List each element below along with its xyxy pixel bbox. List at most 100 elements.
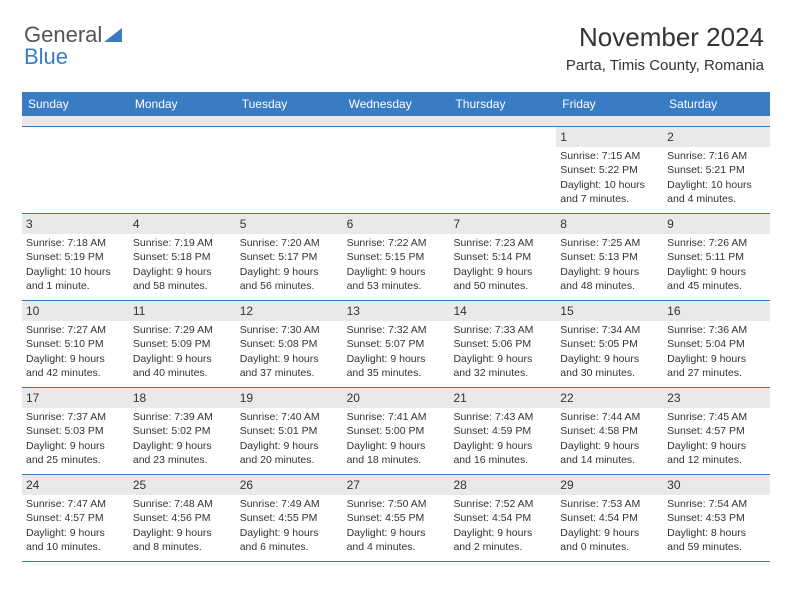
sunrise-line: Sunrise: 7:41 AM bbox=[347, 410, 446, 424]
day-body: Sunrise: 7:36 AMSunset: 5:04 PMDaylight:… bbox=[663, 321, 770, 384]
day-number: 3 bbox=[22, 214, 129, 234]
day-body: Sunrise: 7:45 AMSunset: 4:57 PMDaylight:… bbox=[663, 408, 770, 471]
day-number: 6 bbox=[343, 214, 450, 234]
sunrise-line: Sunrise: 7:25 AM bbox=[560, 236, 659, 250]
day-cell: 21Sunrise: 7:43 AMSunset: 4:59 PMDayligh… bbox=[449, 388, 556, 474]
day-number: 25 bbox=[129, 475, 236, 495]
daylight-line: Daylight: 9 hours and 12 minutes. bbox=[667, 439, 766, 467]
sunset-line: Sunset: 5:04 PM bbox=[667, 337, 766, 351]
daylight-line: Daylight: 9 hours and 10 minutes. bbox=[26, 526, 125, 554]
day-body: Sunrise: 7:43 AMSunset: 4:59 PMDaylight:… bbox=[449, 408, 556, 471]
day-number: 14 bbox=[449, 301, 556, 321]
day-body: Sunrise: 7:29 AMSunset: 5:09 PMDaylight:… bbox=[129, 321, 236, 384]
daylight-line: Daylight: 9 hours and 48 minutes. bbox=[560, 265, 659, 293]
day-number: 22 bbox=[556, 388, 663, 408]
day-body: Sunrise: 7:37 AMSunset: 5:03 PMDaylight:… bbox=[22, 408, 129, 471]
day-body: Sunrise: 7:44 AMSunset: 4:58 PMDaylight:… bbox=[556, 408, 663, 471]
daylight-line: Daylight: 9 hours and 35 minutes. bbox=[347, 352, 446, 380]
weekday-tuesday: Tuesday bbox=[236, 92, 343, 116]
day-body: Sunrise: 7:23 AMSunset: 5:14 PMDaylight:… bbox=[449, 234, 556, 297]
day-body: Sunrise: 7:41 AMSunset: 5:00 PMDaylight:… bbox=[343, 408, 450, 471]
sunrise-line: Sunrise: 7:30 AM bbox=[240, 323, 339, 337]
daylight-line: Daylight: 9 hours and 53 minutes. bbox=[347, 265, 446, 293]
sunset-line: Sunset: 5:13 PM bbox=[560, 250, 659, 264]
sunrise-line: Sunrise: 7:48 AM bbox=[133, 497, 232, 511]
sunset-line: Sunset: 5:14 PM bbox=[453, 250, 552, 264]
bottom-divider bbox=[22, 561, 770, 562]
day-cell: 3Sunrise: 7:18 AMSunset: 5:19 PMDaylight… bbox=[22, 214, 129, 300]
daylight-line: Daylight: 9 hours and 37 minutes. bbox=[240, 352, 339, 380]
day-body: Sunrise: 7:18 AMSunset: 5:19 PMDaylight:… bbox=[22, 234, 129, 297]
sunset-line: Sunset: 5:01 PM bbox=[240, 424, 339, 438]
daylight-line: Daylight: 9 hours and 25 minutes. bbox=[26, 439, 125, 467]
sunset-line: Sunset: 5:05 PM bbox=[560, 337, 659, 351]
sunset-line: Sunset: 5:07 PM bbox=[347, 337, 446, 351]
day-number: 29 bbox=[556, 475, 663, 495]
daylight-line: Daylight: 8 hours and 59 minutes. bbox=[667, 526, 766, 554]
blank-header-strip bbox=[22, 116, 770, 126]
day-cell: 13Sunrise: 7:32 AMSunset: 5:07 PMDayligh… bbox=[343, 301, 450, 387]
day-number: 20 bbox=[343, 388, 450, 408]
day-cell: 11Sunrise: 7:29 AMSunset: 5:09 PMDayligh… bbox=[129, 301, 236, 387]
day-body: Sunrise: 7:53 AMSunset: 4:54 PMDaylight:… bbox=[556, 495, 663, 558]
sunset-line: Sunset: 5:06 PM bbox=[453, 337, 552, 351]
day-cell: 7Sunrise: 7:23 AMSunset: 5:14 PMDaylight… bbox=[449, 214, 556, 300]
daylight-line: Daylight: 9 hours and 23 minutes. bbox=[133, 439, 232, 467]
weekday-saturday: Saturday bbox=[663, 92, 770, 116]
day-number: 2 bbox=[663, 127, 770, 147]
page-header: November 2024 Parta, Timis County, Roman… bbox=[566, 22, 764, 74]
daylight-line: Daylight: 10 hours and 1 minute. bbox=[26, 265, 125, 293]
sunset-line: Sunset: 5:11 PM bbox=[667, 250, 766, 264]
day-number: 18 bbox=[129, 388, 236, 408]
day-number: 30 bbox=[663, 475, 770, 495]
sunset-line: Sunset: 4:54 PM bbox=[560, 511, 659, 525]
day-cell: 1Sunrise: 7:15 AMSunset: 5:22 PMDaylight… bbox=[556, 127, 663, 213]
sunset-line: Sunset: 5:10 PM bbox=[26, 337, 125, 351]
day-cell: 4Sunrise: 7:19 AMSunset: 5:18 PMDaylight… bbox=[129, 214, 236, 300]
daylight-line: Daylight: 9 hours and 50 minutes. bbox=[453, 265, 552, 293]
sunrise-line: Sunrise: 7:53 AM bbox=[560, 497, 659, 511]
daylight-line: Daylight: 9 hours and 4 minutes. bbox=[347, 526, 446, 554]
day-cell: 19Sunrise: 7:40 AMSunset: 5:01 PMDayligh… bbox=[236, 388, 343, 474]
empty-day-cell bbox=[236, 127, 343, 213]
day-cell: 22Sunrise: 7:44 AMSunset: 4:58 PMDayligh… bbox=[556, 388, 663, 474]
daylight-line: Daylight: 9 hours and 58 minutes. bbox=[133, 265, 232, 293]
sunset-line: Sunset: 4:58 PM bbox=[560, 424, 659, 438]
empty-day-cell bbox=[343, 127, 450, 213]
day-body: Sunrise: 7:33 AMSunset: 5:06 PMDaylight:… bbox=[449, 321, 556, 384]
sunset-line: Sunset: 5:22 PM bbox=[560, 163, 659, 177]
sunset-line: Sunset: 4:55 PM bbox=[240, 511, 339, 525]
sunrise-line: Sunrise: 7:39 AM bbox=[133, 410, 232, 424]
sunset-line: Sunset: 4:57 PM bbox=[667, 424, 766, 438]
day-body: Sunrise: 7:16 AMSunset: 5:21 PMDaylight:… bbox=[663, 147, 770, 210]
day-cell: 27Sunrise: 7:50 AMSunset: 4:55 PMDayligh… bbox=[343, 475, 450, 561]
weekday-header-row: SundayMondayTuesdayWednesdayThursdayFrid… bbox=[22, 92, 770, 116]
sunrise-line: Sunrise: 7:34 AM bbox=[560, 323, 659, 337]
sunrise-line: Sunrise: 7:22 AM bbox=[347, 236, 446, 250]
day-cell: 14Sunrise: 7:33 AMSunset: 5:06 PMDayligh… bbox=[449, 301, 556, 387]
day-cell: 25Sunrise: 7:48 AMSunset: 4:56 PMDayligh… bbox=[129, 475, 236, 561]
weekday-monday: Monday bbox=[129, 92, 236, 116]
daylight-line: Daylight: 9 hours and 6 minutes. bbox=[240, 526, 339, 554]
day-cell: 24Sunrise: 7:47 AMSunset: 4:57 PMDayligh… bbox=[22, 475, 129, 561]
day-number: 12 bbox=[236, 301, 343, 321]
day-number: 9 bbox=[663, 214, 770, 234]
sunrise-line: Sunrise: 7:32 AM bbox=[347, 323, 446, 337]
week-row: 10Sunrise: 7:27 AMSunset: 5:10 PMDayligh… bbox=[22, 300, 770, 387]
day-cell: 20Sunrise: 7:41 AMSunset: 5:00 PMDayligh… bbox=[343, 388, 450, 474]
sunrise-line: Sunrise: 7:44 AM bbox=[560, 410, 659, 424]
daylight-line: Daylight: 10 hours and 4 minutes. bbox=[667, 178, 766, 206]
day-body: Sunrise: 7:49 AMSunset: 4:55 PMDaylight:… bbox=[236, 495, 343, 558]
day-cell: 2Sunrise: 7:16 AMSunset: 5:21 PMDaylight… bbox=[663, 127, 770, 213]
daylight-line: Daylight: 9 hours and 27 minutes. bbox=[667, 352, 766, 380]
sunrise-line: Sunrise: 7:36 AM bbox=[667, 323, 766, 337]
day-body: Sunrise: 7:48 AMSunset: 4:56 PMDaylight:… bbox=[129, 495, 236, 558]
sunrise-line: Sunrise: 7:26 AM bbox=[667, 236, 766, 250]
day-number: 27 bbox=[343, 475, 450, 495]
daylight-line: Daylight: 9 hours and 56 minutes. bbox=[240, 265, 339, 293]
sunrise-line: Sunrise: 7:43 AM bbox=[453, 410, 552, 424]
month-title: November 2024 bbox=[566, 22, 764, 53]
daylight-line: Daylight: 9 hours and 16 minutes. bbox=[453, 439, 552, 467]
day-body: Sunrise: 7:39 AMSunset: 5:02 PMDaylight:… bbox=[129, 408, 236, 471]
day-cell: 23Sunrise: 7:45 AMSunset: 4:57 PMDayligh… bbox=[663, 388, 770, 474]
